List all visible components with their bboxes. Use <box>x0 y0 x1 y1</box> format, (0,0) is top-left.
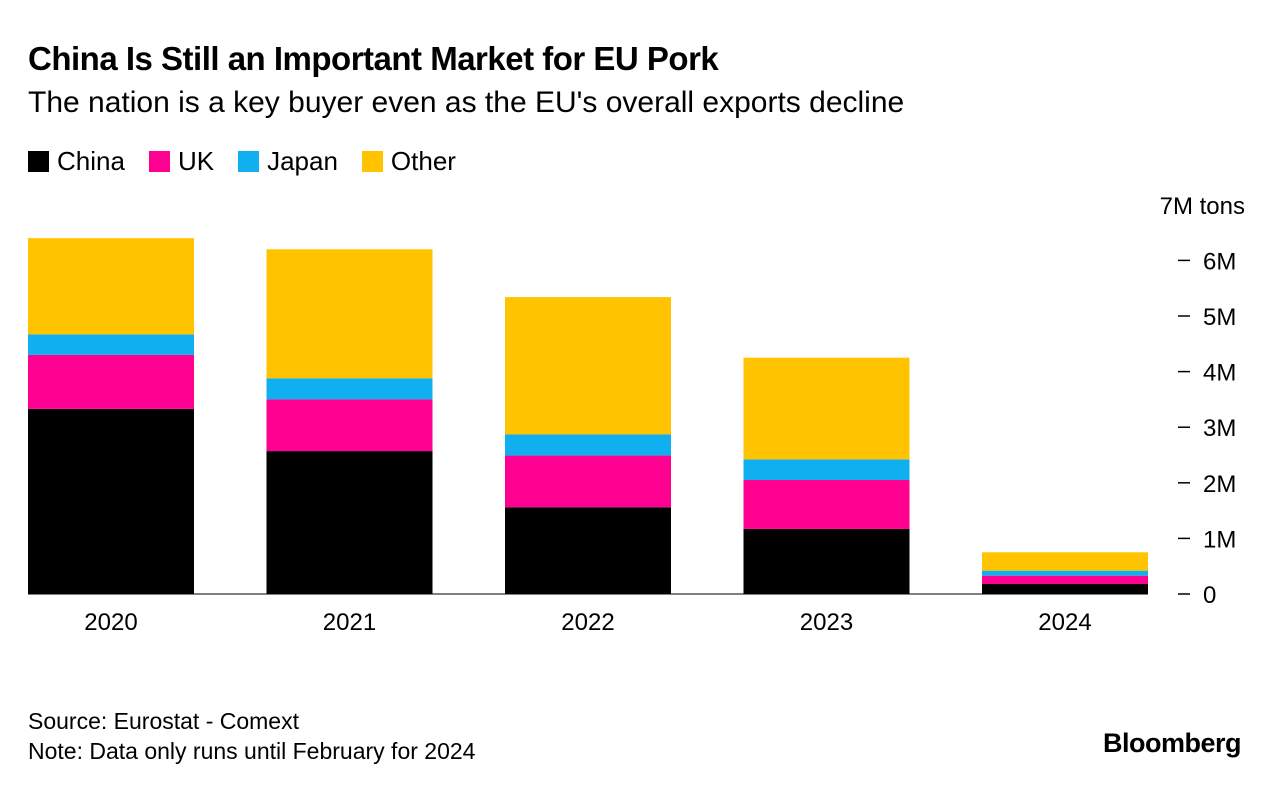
legend-label-uk: UK <box>177 146 215 176</box>
bar-other-2022 <box>505 297 671 435</box>
legend-label-china: China <box>57 146 125 176</box>
legend: China UK Japan Other <box>28 146 456 177</box>
y-axis-unit-label: 7M tons <box>1160 193 1245 220</box>
bar-china-2023 <box>743 528 910 594</box>
bar-uk-2022 <box>505 455 671 508</box>
y-tick-label-0: 0 <box>1203 582 1216 609</box>
note-text: Note: Data only runs until February for … <box>28 738 476 764</box>
legend-swatch-japan <box>238 151 260 172</box>
bar-china-2022 <box>505 507 671 594</box>
y-tick-label-4: 4M <box>1203 360 1236 387</box>
bloomberg-logo: Bloomberg <box>1102 728 1242 758</box>
legend-label-other: Other <box>390 146 456 176</box>
bar-other-2024 <box>982 552 1148 571</box>
y-tick-label-3: 3M <box>1203 415 1236 442</box>
y-tick-label-5: 5M <box>1203 304 1236 331</box>
bar-china-2021 <box>266 451 433 594</box>
bar-uk-2021 <box>266 399 433 452</box>
y-tick-label-2: 2M <box>1203 471 1236 498</box>
bar-japan-2022 <box>505 434 671 456</box>
bar-china-2020 <box>28 408 194 594</box>
legend-item-japan: Japan <box>238 146 338 177</box>
legend-label-japan: Japan <box>267 146 338 176</box>
y-tick-label-1: 1M <box>1203 526 1236 553</box>
legend-swatch-uk <box>148 151 170 172</box>
bar-uk-2024 <box>982 575 1148 584</box>
legend-item-uk: UK <box>148 146 215 177</box>
bar-china-2024 <box>982 583 1148 594</box>
x-tick-label-2020: 2020 <box>84 609 137 636</box>
y-tick-label-6: 6M <box>1203 248 1236 275</box>
x-tick-label-2021: 2021 <box>323 609 376 636</box>
bar-other-2023 <box>743 357 910 460</box>
footer-notes: Source: Eurostat - Comext Note: Data onl… <box>28 706 475 766</box>
x-tick-label-2023: 2023 <box>800 609 853 636</box>
chart-title: China Is Still an Important Market for E… <box>28 40 719 77</box>
x-tick-label-2022: 2022 <box>561 609 614 636</box>
bar-other-2020 <box>28 238 194 335</box>
legend-item-other: Other <box>361 146 456 177</box>
chart-subtitle: The nation is a key buyer even as the EU… <box>28 86 905 119</box>
bar-japan-2023 <box>743 459 910 481</box>
bar-uk-2020 <box>28 354 194 409</box>
source-text: Source: Eurostat - Comext <box>28 708 299 734</box>
legend-item-china: China <box>28 146 125 177</box>
bar-japan-2021 <box>266 378 433 400</box>
legend-swatch-china <box>28 151 49 172</box>
bar-japan-2024 <box>982 570 1148 576</box>
bar-uk-2023 <box>743 480 910 529</box>
bar-other-2021 <box>266 249 433 379</box>
bar-japan-2020 <box>28 334 194 355</box>
legend-swatch-other <box>361 151 383 172</box>
x-tick-label-2024: 2024 <box>1038 609 1091 636</box>
